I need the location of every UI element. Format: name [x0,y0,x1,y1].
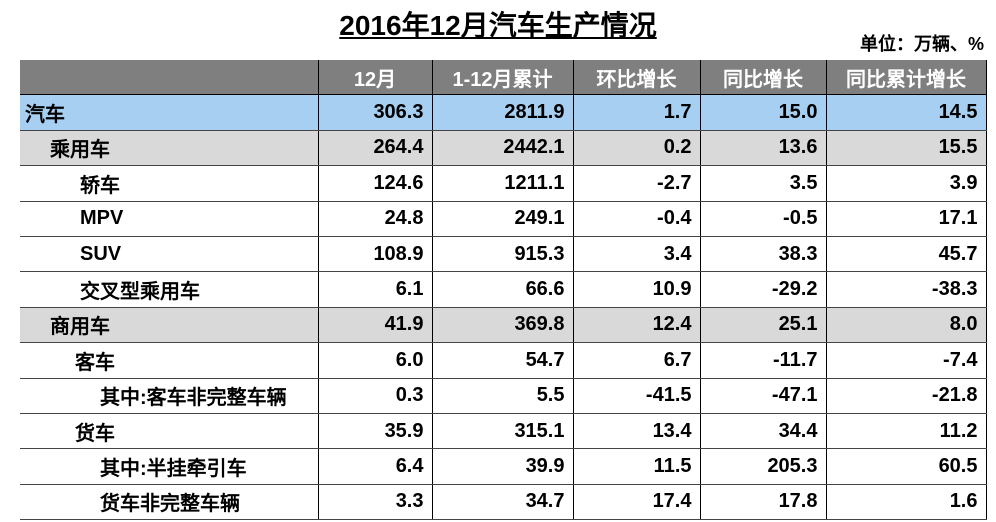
table-row: 货车非完整车辆 3.3 34.7 17.4 17.8 1.6 [20,484,987,521]
unit: 单位：万辆、% [859,34,984,54]
table-cell: 11.2 [825,413,987,450]
table-cell: 45.7 [825,236,987,273]
table-row: 交叉型乘用车 6.1 66.6 10.9 -29.2 -38.3 [20,271,987,308]
table-cell: 12.4 [572,307,701,344]
table-cell: 13.6 [699,130,827,167]
table-cell: 其中:客车非完整车辆 [20,378,319,414]
table-cell: 8.0 [825,307,987,344]
table-cell: 10.9 [572,271,701,308]
table-cell: 315.1 [431,413,574,450]
table-cell: 24.8 [317,201,433,237]
table-cell: 249.1 [431,201,574,237]
table-cell: 60.5 [825,448,987,485]
table-cell: 3.4 [572,236,701,273]
table-cell: 1-12月累计 [431,60,574,96]
table-row: 12月 1-12月累计 环比增长 同比增长 同比累计增长 [20,60,987,96]
table-cell: 0.3 [317,378,433,414]
table-cell: 264.4 [317,130,433,167]
table-cell: 1.6 [825,484,987,521]
table-cell: 205.3 [699,448,827,485]
table-cell: 124.6 [317,165,433,202]
table-cell: -41.5 [572,378,701,414]
table-cell: 17.4 [572,484,701,521]
table-cell: 306.3 [317,94,433,131]
table-cell: 369.8 [431,307,574,344]
table-cell: 11.5 [572,448,701,485]
table-cell: 6.4 [317,448,433,485]
table-cell: 6.1 [317,271,433,308]
table-row: 乘用车 264.4 2442.1 0.2 13.6 15.5 [20,130,987,167]
table-cell: 3.9 [825,165,987,202]
table-cell: 货车非完整车辆 [20,484,319,521]
table-row: 货车 35.9 315.1 13.4 34.4 11.2 [20,413,987,450]
table-cell: 其中:半挂牵引车 [20,448,319,485]
table-row: 其中:客车非完整车辆 0.3 5.5 -41.5 -47.1 -21.8 [20,378,987,414]
table-row: SUV 108.9 915.3 3.4 38.3 45.7 [20,236,987,273]
table-cell: 3.3 [317,484,433,521]
table-cell: 15.5 [825,130,987,167]
table-cell: 6.7 [572,342,701,379]
table-cell: 108.9 [317,236,433,273]
table-cell: 3.5 [699,165,827,202]
table-cell: 14.5 [825,94,987,131]
table-cell: -2.7 [572,165,701,202]
table-cell: 环比增长 [572,60,701,96]
table-row: 轿车 124.6 1211.1 -2.7 3.5 3.9 [20,165,987,202]
table-cell: -47.1 [699,378,827,414]
table-cell: 商用车 [20,307,319,344]
table-row: 客车 6.0 54.7 6.7 -11.7 -7.4 [20,342,987,379]
table-cell: -0.5 [699,201,827,237]
table-cell: 乘用车 [20,130,319,167]
table-row: 其中:半挂牵引车 6.4 39.9 11.5 205.3 60.5 [20,448,987,485]
table-cell: 38.3 [699,236,827,273]
table-cell: 54.7 [431,342,574,379]
table-cell: 17.8 [699,484,827,521]
table-cell: 15.0 [699,94,827,131]
table-cell: 915.3 [431,236,574,273]
table-cell: 5.5 [431,378,574,414]
table-cell: -11.7 [699,342,827,379]
table-cell: 客车 [20,342,319,379]
table-row: MPV 24.8 249.1 -0.4 -0.5 17.1 [20,201,987,237]
table-row: 商用车 41.9 369.8 12.4 25.1 8.0 [20,307,987,344]
table-cell: -7.4 [825,342,987,379]
table-cell: 41.9 [317,307,433,344]
table: 12月 1-12月累计 环比增长 同比增长 同比累计增长 汽车 306.3 2811.9 1.7… [20,60,987,521]
table-cell: 13.4 [572,413,701,450]
table-cell: 货车 [20,413,319,450]
table-cell: -21.8 [825,378,987,414]
table-cell: 轿车 [20,165,319,202]
table-cell: SUV [20,236,319,273]
table-cell: 2442.1 [431,130,574,167]
table-cell: 1.7 [572,94,701,131]
table-cell: 66.6 [431,271,574,308]
table-cell: 12月 [317,60,433,96]
table-cell: MPV [20,201,319,237]
title: 2016年12月汽车生产情况 [339,10,657,41]
table-cell [20,60,319,96]
table-cell: 同比增长 [699,60,827,96]
table-cell: 25.1 [699,307,827,344]
table-cell: 交叉型乘用车 [20,271,319,308]
table-cell: -0.4 [572,201,701,237]
table-cell: 34.7 [431,484,574,521]
table-row: 汽车 306.3 2811.9 1.7 15.0 14.5 [20,94,987,131]
table-cell: -38.3 [825,271,987,308]
table-cell: 2811.9 [431,94,574,131]
table-cell: -29.2 [699,271,827,308]
table-cell: 39.9 [431,448,574,485]
table-cell: 同比累计增长 [825,60,987,96]
table-cell: 汽车 [20,94,319,131]
table-cell: 6.0 [317,342,433,379]
table-cell: 35.9 [317,413,433,450]
table-cell: 17.1 [825,201,987,237]
table-cell: 1211.1 [431,165,574,202]
table-cell: 0.2 [572,130,701,167]
table-cell: 34.4 [699,413,827,450]
